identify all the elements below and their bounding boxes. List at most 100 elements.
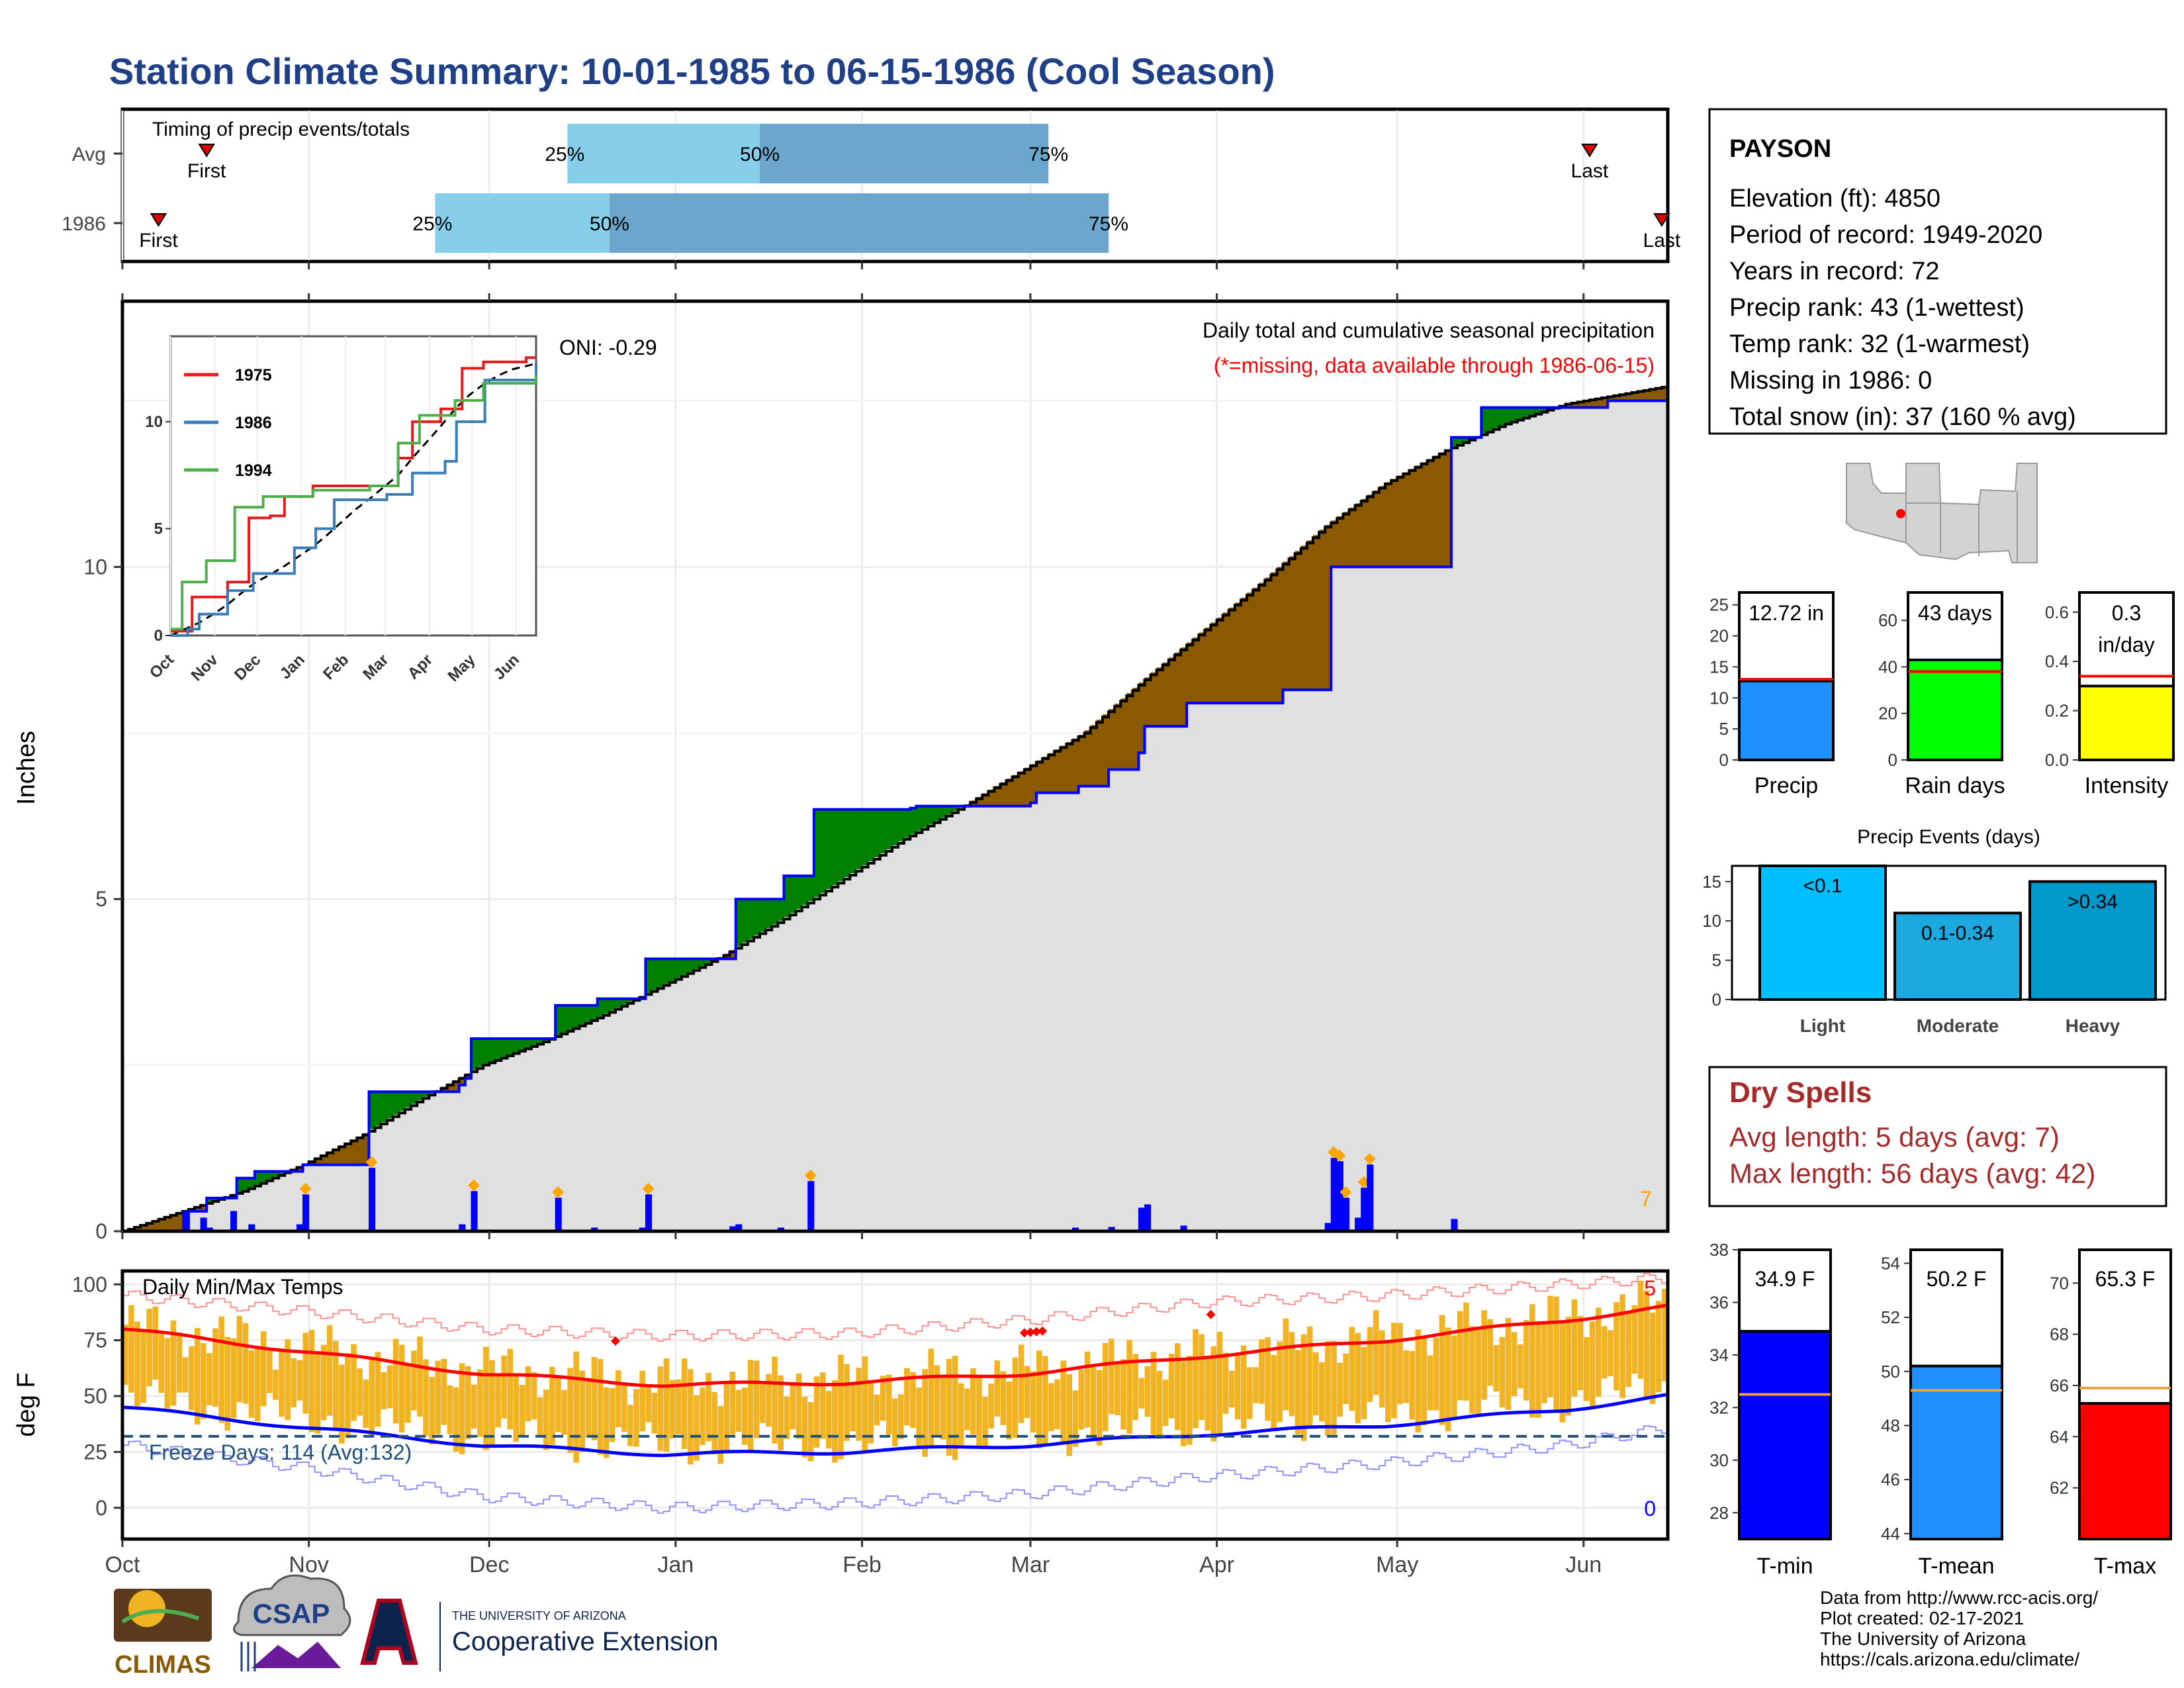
timing-q75-label: 75% [1028, 144, 1068, 165]
daily-temp-bar [357, 1368, 363, 1416]
daily-temp-bar [1042, 1356, 1048, 1446]
daily-temp-bar [1655, 1301, 1662, 1393]
above-avg-area [801, 876, 809, 906]
daily-temp-bar [591, 1356, 598, 1440]
daily-temp-bar [1499, 1336, 1506, 1408]
dry-spells-avg: Avg length: 5 days (avg: 7) [1729, 1121, 2060, 1152]
daily-temp-bar [543, 1389, 549, 1450]
daily-temp-bar [285, 1338, 291, 1421]
above-avg-area [856, 809, 863, 870]
daily-temp-bar [1439, 1315, 1445, 1425]
climas-logo: CLIMAS [114, 1589, 212, 1679]
temp-summary-tick-label: 44 [1881, 1524, 1900, 1544]
daily-temp-bar [1625, 1313, 1631, 1387]
daily-temp-bar [705, 1372, 711, 1442]
daily-temp-bar [1481, 1310, 1487, 1400]
above-avg-area [645, 959, 653, 993]
below-avg-area [152, 1220, 159, 1231]
summary-bar-value: 12.72 in [1749, 601, 1824, 625]
below-avg-area [363, 1133, 370, 1165]
below-avg-area [982, 793, 989, 806]
daily-temp-bar [1259, 1339, 1265, 1404]
below-avg-area [729, 950, 737, 959]
timing-title: Timing of precip events/totals [152, 118, 410, 140]
temp-summary-tick-label: 32 [1709, 1397, 1729, 1417]
station-info-line: Years in record: 72 [1729, 258, 1940, 285]
below-avg-area [140, 1224, 147, 1231]
summary-bar-tick-label: 0.6 [2045, 602, 2069, 622]
daily-temp-bar [555, 1376, 561, 1432]
events-tick-label: 15 [1702, 872, 1721, 892]
above-avg-area [880, 809, 887, 853]
temp-summary-tick-label: 36 [1709, 1292, 1729, 1312]
temp-summary-value: 65.3 F [2095, 1267, 2156, 1291]
daily-temp-bar [1523, 1320, 1529, 1401]
timing-bar-25-50 [435, 193, 610, 253]
daily-temp-bar [1036, 1350, 1042, 1448]
timing-q75-label: 75% [1089, 213, 1128, 235]
daily-temp-bar [711, 1391, 717, 1455]
daily-temp-bar [747, 1360, 754, 1451]
precip-areas [122, 386, 1669, 1233]
climas-logo-swoosh [121, 1609, 200, 1624]
events-tick-label: 10 [1702, 911, 1721, 931]
daily-temp-bar [982, 1397, 988, 1446]
daily-temp-bar [1312, 1352, 1319, 1416]
daily-temp-bar [790, 1382, 796, 1430]
above-avg-area [850, 809, 857, 874]
above-avg-area [1481, 407, 1488, 434]
below-avg-area [1132, 688, 1140, 770]
daily-temp-bar [248, 1350, 255, 1418]
daily-temp-bar [1493, 1344, 1500, 1392]
above-avg-area [1505, 407, 1512, 424]
above-avg-area [591, 1005, 598, 1019]
below-avg-area [1415, 465, 1422, 567]
summary-bar-value: 0.3 [2112, 601, 2141, 625]
daily-temp-bar [1589, 1321, 1596, 1409]
daily-temp-bar [267, 1350, 273, 1393]
above-avg-area [254, 1171, 261, 1185]
daily-temp-bar [513, 1376, 520, 1442]
summary-bar-tick-label: 0.4 [2045, 651, 2069, 671]
above-avg-area [1523, 407, 1530, 418]
above-avg-area [886, 809, 893, 849]
below-avg-area [1048, 753, 1055, 793]
daily-temp-bar [573, 1351, 580, 1463]
above-avg-area [1541, 407, 1548, 412]
daily-temp-bar [1084, 1351, 1091, 1428]
daily-precip-bar [555, 1197, 562, 1232]
heavy-event-marker-icon [1340, 1186, 1352, 1198]
inset-y-tick-label: 0 [154, 627, 163, 645]
daily-temp-bar [561, 1389, 567, 1435]
daily-temp-bar [1060, 1360, 1066, 1445]
below-avg-area [1421, 462, 1428, 567]
precip-y-tick-label: 5 [95, 887, 107, 911]
daily-temp-bar [1608, 1330, 1614, 1376]
daily-temp-bar [417, 1336, 423, 1417]
below-avg-area [988, 789, 995, 806]
month-label: Dec [469, 1552, 509, 1577]
above-avg-area [392, 1092, 400, 1115]
daily-temp-bar [1571, 1299, 1578, 1397]
csap-mountains [251, 1642, 341, 1668]
daily-temp-bar [1637, 1280, 1644, 1379]
daily-temp-bar [934, 1365, 940, 1435]
daily-temp-bar [1078, 1369, 1085, 1430]
daily-temp-bar [862, 1356, 868, 1452]
daily-temp-bar [398, 1344, 405, 1432]
above-avg-area [1451, 437, 1458, 447]
daily-temp-bar [597, 1359, 604, 1455]
daily-temp-bar [675, 1379, 682, 1434]
below-avg-area [134, 1226, 141, 1231]
station-info-line: Total snow (in): 37 (160 % avg) [1729, 403, 2076, 431]
above-avg-area [477, 1038, 484, 1067]
precip-y-tick-label: 10 [83, 555, 107, 579]
events-title: Precip Events (days) [1857, 826, 2040, 848]
heavy-event-marker-icon [642, 1182, 655, 1195]
summary-bar-label: Intensity [2085, 773, 2169, 798]
temp-summary-label: T-mean [1918, 1554, 1994, 1579]
daily-precip-bar [1342, 1197, 1349, 1232]
daily-temp-bar [1018, 1344, 1024, 1423]
daily-temp-bar [296, 1360, 303, 1401]
daily-temp-bar [363, 1380, 369, 1429]
